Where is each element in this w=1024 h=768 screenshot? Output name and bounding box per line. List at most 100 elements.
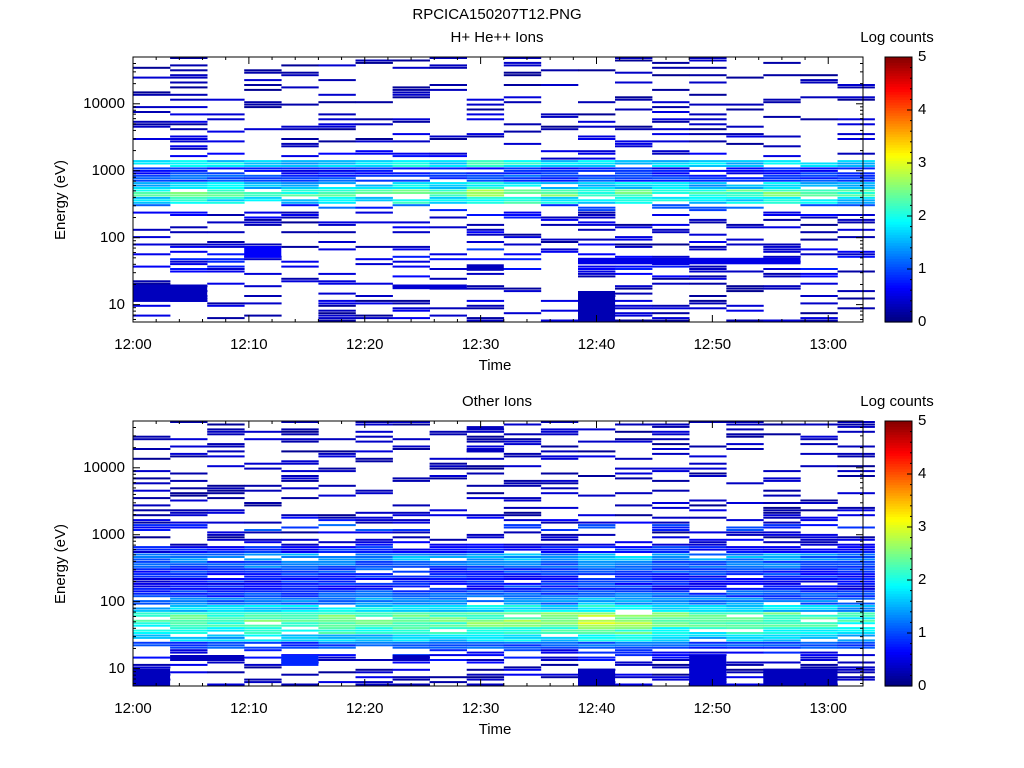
heatmap-cell: [800, 543, 838, 546]
heatmap-cell: [615, 514, 653, 517]
heatmap-cell: [503, 169, 542, 172]
heatmap-cell: [726, 519, 764, 522]
heatmap-cell: [689, 277, 727, 280]
heatmap-cell: [170, 263, 208, 266]
heatmap-cell: [133, 570, 171, 573]
heatmap-cell: [318, 64, 356, 67]
heatmap-cell: [837, 118, 875, 121]
heatmap-cell: [763, 617, 801, 620]
heatmap-cell: [763, 632, 801, 634]
heatmap-cell: [207, 268, 245, 270]
colorbar-segment: [885, 595, 912, 600]
heatmap-cell: [355, 460, 393, 463]
heatmap-cell: [763, 115, 801, 118]
heatmap-cell: [318, 639, 356, 642]
heatmap-cell: [503, 130, 542, 133]
heatmap-cell: [763, 634, 801, 637]
colorbar-segment: [885, 231, 912, 236]
heatmap-cell: [800, 548, 838, 551]
heatmap-cell: [689, 609, 727, 612]
heatmap-cell: [578, 551, 616, 553]
colorbar-segment: [885, 603, 912, 608]
heatmap-cell: [318, 587, 356, 590]
heatmap-cell: [466, 651, 505, 654]
heatmap-cell: [503, 211, 542, 214]
heatmap-cell: [503, 553, 542, 556]
heatmap-cell: [689, 587, 727, 590]
heatmap-cell: [540, 196, 579, 199]
heatmap-cell: [355, 299, 393, 302]
heatmap-cell: [133, 504, 171, 507]
heatmap-cell: [133, 519, 171, 522]
heatmap-cell: [689, 509, 727, 512]
heatmap-cell: [726, 578, 764, 580]
heatmap-cell: [207, 556, 245, 558]
heatmap-cell: [170, 199, 208, 202]
heatmap-cell: [281, 614, 319, 617]
heatmap-cell: [133, 582, 171, 585]
heatmap-cell: [466, 661, 505, 664]
heatmap-cell: [503, 506, 542, 509]
heatmap-cell: [244, 617, 282, 620]
heatmap-cell: [281, 145, 319, 148]
colorbar-segment: [885, 683, 912, 687]
heatmap-cell: [244, 641, 282, 644]
heatmap-cell: [466, 636, 505, 639]
heatmap-cell: [466, 196, 505, 199]
colorbar-segment: [885, 474, 912, 478]
heatmap-cell: [503, 585, 542, 588]
heatmap-cell: [429, 587, 467, 590]
heatmap-cell: [503, 546, 542, 549]
heatmap-cell: [689, 182, 727, 185]
heatmap-cell: [133, 477, 171, 480]
heatmap-cell: [689, 624, 727, 627]
heatmap-cell: [466, 179, 505, 182]
heatmap-cell: [207, 570, 245, 573]
heatmap-cell: [578, 563, 616, 566]
heatmap-cell: [615, 560, 653, 563]
heatmap-cell: [689, 592, 727, 595]
colorbar-segment: [885, 428, 912, 433]
heatmap-cell: [763, 511, 801, 514]
heatmap-cell: [503, 312, 542, 315]
heatmap-cell: [652, 582, 690, 585]
heatmap-cell: [133, 489, 171, 492]
heatmap-cell: [466, 108, 505, 111]
colorbar-segment: [885, 290, 912, 294]
colorbar-segment: [885, 221, 912, 225]
colorbar-segment: [885, 633, 912, 637]
heatmap-cell: [207, 130, 245, 133]
heatmap-cell: [800, 231, 838, 234]
heatmap-cell: [466, 590, 505, 593]
heatmap-cell: [466, 177, 505, 180]
heatmap-cell: [615, 98, 653, 101]
heatmap-cell: [652, 570, 690, 573]
heatmap-cell: [837, 160, 875, 163]
heatmap-cell: [800, 570, 838, 573]
heatmap-cell: [837, 465, 875, 468]
heatmap-cell: [540, 179, 579, 182]
heatmap-cell: [133, 106, 171, 109]
heatmap-cell: [615, 96, 653, 99]
heatmap-cell: [392, 636, 430, 639]
heatmap-cell: [392, 307, 430, 310]
colorbar-tick-label: 1: [918, 260, 927, 277]
colorbar-segment: [885, 622, 912, 626]
heatmap-cell: [429, 681, 467, 684]
heatmap-cell: [689, 636, 727, 639]
heatmap-cell: [133, 123, 171, 126]
heatmap-cell: [726, 76, 764, 79]
heatmap-cell: [355, 600, 393, 603]
heatmap-cell: [281, 462, 319, 465]
heatmap-cell: [689, 455, 727, 458]
heatmap-cell: [503, 607, 542, 610]
heatmap-cell: [837, 430, 875, 433]
heatmap-cell: [503, 101, 542, 104]
heatmap-cell: [466, 199, 505, 202]
heatmap-cell: [392, 511, 430, 514]
x-tick-label: 12:40: [577, 336, 616, 353]
heatmap-cell: [170, 128, 208, 131]
heatmap-cell: [281, 556, 319, 558]
heatmap-cell: [133, 624, 171, 627]
colorbar-tick-label: 4: [918, 465, 927, 482]
